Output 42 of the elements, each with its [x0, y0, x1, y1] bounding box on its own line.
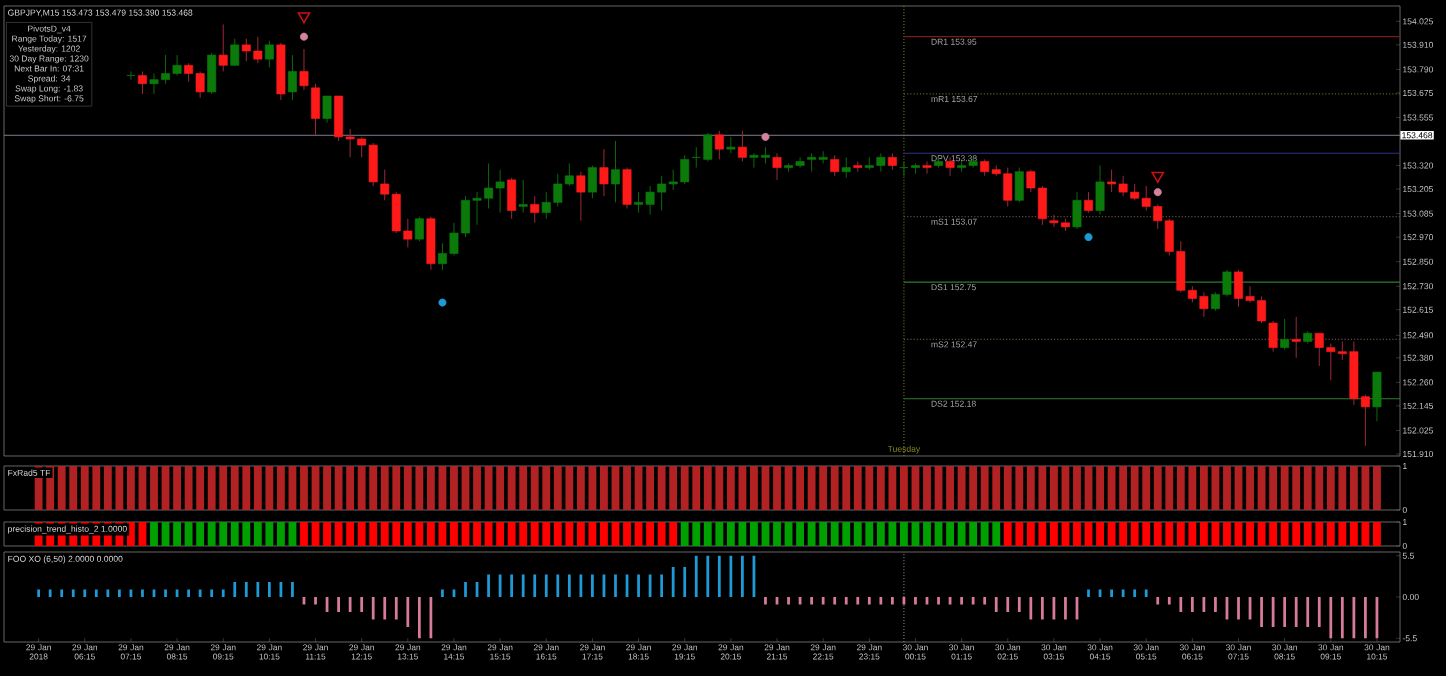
candlestick	[1095, 165, 1105, 216]
candlestick	[322, 95, 332, 124]
point	[297, 12, 311, 24]
candlestick	[772, 152, 782, 181]
candlestick	[1280, 318, 1290, 351]
candlestick	[507, 177, 517, 220]
candlestick	[1084, 191, 1093, 214]
candlestick	[311, 83, 320, 136]
candlestick	[207, 52, 217, 95]
point	[299, 32, 308, 41]
candlestick	[945, 156, 955, 177]
point	[438, 298, 447, 307]
candlestick	[230, 38, 240, 66]
candlestick	[599, 148, 609, 197]
candlestick	[1291, 316, 1301, 359]
candlestick	[138, 70, 147, 95]
point	[1153, 188, 1162, 197]
candlestick	[737, 130, 747, 162]
candlestick	[1072, 191, 1082, 230]
candlestick	[1268, 320, 1278, 353]
point	[1084, 233, 1093, 242]
candlestick	[218, 23, 228, 72]
candlestick	[611, 140, 620, 203]
candlestick	[622, 167, 632, 209]
candlestick	[587, 165, 597, 199]
candlestick	[922, 160, 932, 175]
candlestick	[518, 179, 528, 214]
point	[761, 132, 770, 141]
candlestick	[264, 40, 274, 68]
candlestick	[841, 156, 851, 179]
candlestick	[714, 130, 724, 160]
candlestick	[414, 216, 424, 242]
candlestick	[530, 195, 540, 224]
candlestick	[726, 136, 736, 154]
candlestick	[287, 54, 297, 101]
candlestick	[1014, 167, 1024, 203]
candlestick	[1372, 371, 1382, 422]
candlestick	[299, 48, 309, 91]
candlestick	[576, 171, 586, 222]
candlestick	[426, 216, 436, 271]
point	[1151, 171, 1165, 183]
candlestick	[830, 154, 840, 177]
